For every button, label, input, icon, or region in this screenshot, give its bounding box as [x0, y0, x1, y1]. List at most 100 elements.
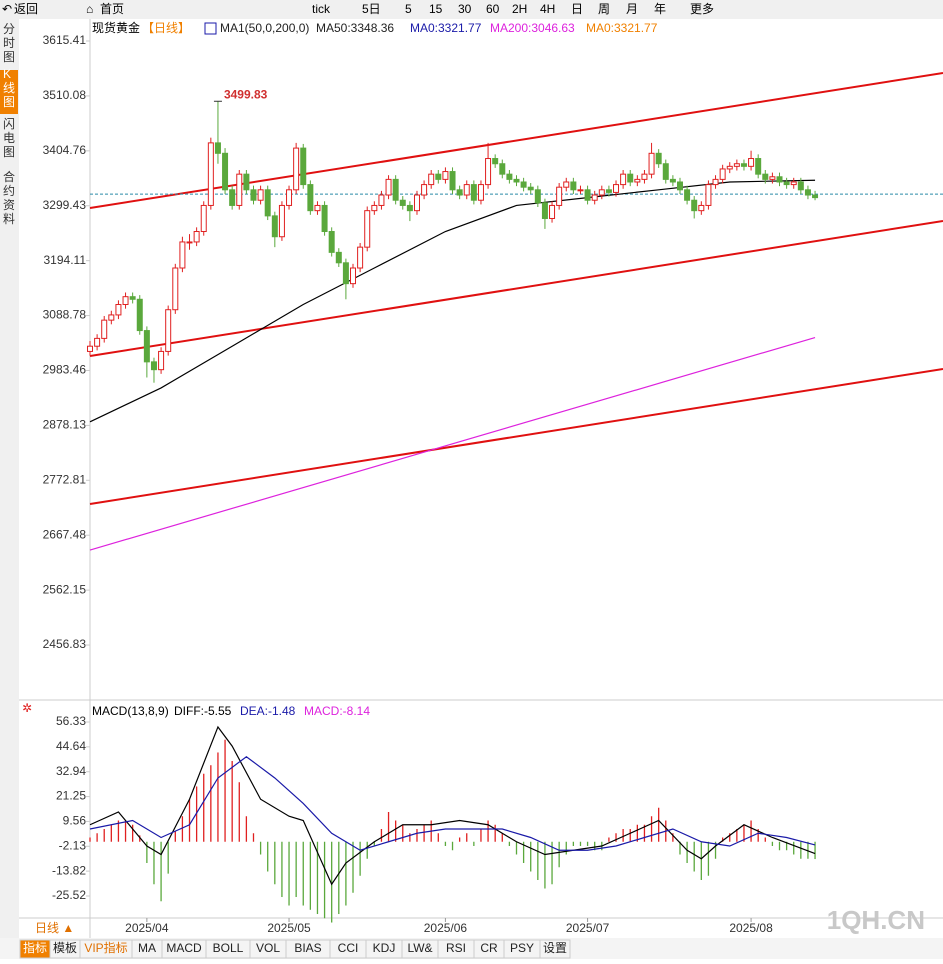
candle-body [264, 189, 271, 217]
sidebar-tab[interactable]: 线 [3, 81, 15, 95]
candle-body [307, 184, 314, 212]
sidebar-tab[interactable]: 合 [3, 169, 15, 184]
sidebar-tab[interactable]: 图 [3, 95, 15, 109]
candle-body [456, 189, 463, 196]
sidebar-tab[interactable]: 时 [3, 36, 15, 50]
tab-label[interactable]: RSI [446, 941, 466, 955]
candle-body [314, 204, 321, 212]
toolbar-button[interactable]: 更多 [690, 2, 714, 16]
candle-body [286, 189, 293, 206]
tab-label[interactable]: 模板 [53, 941, 77, 955]
tab-label[interactable]: CR [480, 941, 498, 955]
candle-body [236, 173, 243, 206]
toolbar-button[interactable]: 返回 [14, 2, 38, 16]
candle-body [577, 189, 584, 192]
candle-body [321, 204, 328, 233]
y-tick-label: 2562.15 [43, 582, 87, 596]
tab-label[interactable]: KDJ [373, 941, 396, 955]
y-tick-label: 32.94 [56, 764, 86, 778]
legend-entry: MA0:3321.77 [410, 21, 482, 35]
candle-body [627, 173, 634, 183]
candle-body [406, 204, 413, 212]
macd-legend: MACD:-8.14 [304, 704, 370, 718]
tab-label[interactable]: BIAS [294, 941, 321, 955]
tab-label[interactable]: PSY [510, 941, 534, 955]
toolbar-button[interactable]: 5日 [362, 2, 381, 16]
tab-label[interactable]: BOLL [213, 941, 244, 955]
period-select[interactable]: 日线 ▲ [35, 921, 74, 935]
y-tick-label: 3194.11 [44, 253, 87, 267]
sidebar-tab[interactable]: 图 [3, 145, 15, 159]
candle-body [222, 152, 229, 191]
candle-body [570, 181, 577, 191]
y-tick-label: 2878.13 [43, 418, 87, 432]
toolbar-button[interactable]: 年 [654, 2, 666, 16]
toolbar-button[interactable]: 日 [571, 2, 583, 16]
candle-body [229, 189, 236, 206]
toolbar-button[interactable]: 15 [429, 2, 443, 16]
sidebar-tab[interactable]: K [3, 67, 11, 81]
candle-body [783, 181, 790, 186]
sidebar-tab[interactable]: 料 [3, 212, 15, 226]
tab-label[interactable]: VIP指标 [84, 940, 127, 955]
toolbar-button[interactable]: 首页 [100, 2, 124, 16]
tab-label[interactable]: MA [138, 941, 156, 955]
tab-label[interactable]: LW& [407, 941, 432, 955]
tab-label[interactable]: VOL [256, 941, 280, 955]
candle-body [740, 163, 747, 167]
toolbar-button[interactable]: 30 [458, 2, 472, 16]
settings-icon[interactable]: ✲ [22, 701, 32, 715]
candle-body [676, 181, 683, 191]
legend-entry: MA0:3321.77 [586, 21, 658, 35]
sidebar-tab[interactable]: 分 [3, 22, 15, 36]
toolbar-button[interactable]: 周 [598, 2, 610, 16]
x-tick-label: 2025/06 [424, 921, 468, 935]
candle-body [186, 241, 193, 244]
candle-body [470, 184, 477, 201]
tab-label[interactable]: MACD [166, 941, 202, 955]
toolbar-button[interactable]: 4H [540, 2, 555, 16]
tab-label[interactable]: CCI [338, 941, 359, 955]
candle-body [534, 189, 541, 204]
toolbar-icon[interactable]: ↶ [2, 2, 12, 16]
sidebar-tab[interactable]: 约 [3, 183, 15, 198]
sidebar-tab[interactable]: 闪 [3, 117, 15, 131]
y-tick-label: -2.13 [59, 838, 87, 852]
candle-body [520, 181, 527, 188]
sidebar-tab[interactable]: 电 [3, 131, 15, 145]
toolbar-button[interactable]: 2H [512, 2, 527, 16]
candle-body [527, 186, 534, 191]
toolbar-button[interactable]: 5 [405, 2, 412, 16]
candle-body [492, 158, 499, 165]
sidebar-tab[interactable]: 图 [3, 50, 15, 64]
sidebar-tab[interactable]: 资 [3, 198, 15, 212]
period: 【日线】 [142, 21, 190, 35]
candle-body [342, 262, 349, 285]
y-tick-label: -13.82 [52, 863, 86, 877]
y-tick-label: 44.64 [56, 739, 86, 753]
candle-body [94, 337, 101, 347]
toolbar-button[interactable]: tick [312, 2, 331, 16]
toolbar-icon[interactable]: ⌂ [86, 2, 93, 16]
candle-body [428, 173, 435, 186]
indicator-line [89, 725, 816, 886]
toolbar-button[interactable]: 60 [486, 2, 500, 16]
tab-label[interactable]: 指标 [23, 940, 47, 955]
tab-label[interactable]: 设置 [543, 941, 567, 955]
candle-body [385, 178, 392, 196]
candle-body [243, 173, 250, 191]
candle-body [613, 184, 620, 193]
candle-body [691, 199, 698, 212]
candle-body [136, 298, 143, 332]
candle-body [591, 194, 598, 201]
candle-body [648, 152, 655, 175]
candle-body [769, 176, 776, 180]
candle-body [193, 231, 200, 243]
y-tick-label: 3299.43 [43, 198, 87, 212]
tab[interactable] [539, 939, 571, 959]
y-tick-label: -25.52 [52, 888, 86, 902]
toolbar-button[interactable]: 月 [626, 2, 638, 16]
candle-body [364, 210, 371, 248]
candle-body [214, 142, 221, 154]
candle-body [556, 186, 563, 206]
